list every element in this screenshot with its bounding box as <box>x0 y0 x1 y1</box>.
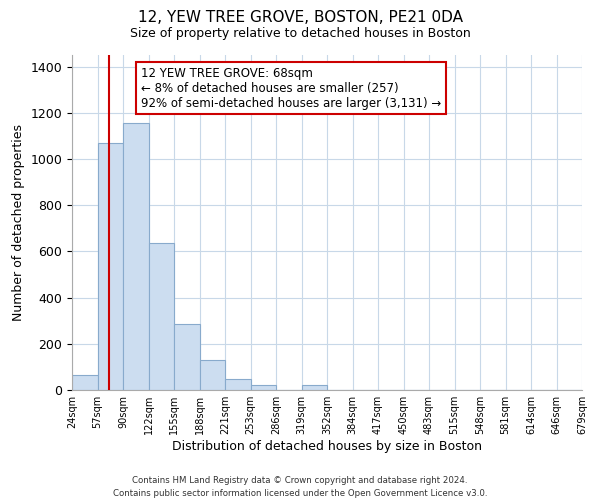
Text: 12 YEW TREE GROVE: 68sqm
← 8% of detached houses are smaller (257)
92% of semi-d: 12 YEW TREE GROVE: 68sqm ← 8% of detache… <box>141 66 441 110</box>
Bar <box>72 375 97 390</box>
X-axis label: Distribution of detached houses by size in Boston: Distribution of detached houses by size … <box>172 440 482 453</box>
Text: 12, YEW TREE GROVE, BOSTON, PE21 0DA: 12, YEW TREE GROVE, BOSTON, PE21 0DA <box>137 10 463 25</box>
Y-axis label: Number of detached properties: Number of detached properties <box>12 124 25 321</box>
Text: Size of property relative to detached houses in Boston: Size of property relative to detached ho… <box>130 28 470 40</box>
Bar <box>149 244 174 390</box>
Bar <box>97 143 123 390</box>
Bar <box>174 324 199 390</box>
Bar <box>225 379 251 390</box>
Bar <box>302 386 327 390</box>
Bar <box>123 123 149 390</box>
Bar <box>199 360 225 390</box>
Text: Contains HM Land Registry data © Crown copyright and database right 2024.
Contai: Contains HM Land Registry data © Crown c… <box>113 476 487 498</box>
Bar <box>251 386 276 390</box>
